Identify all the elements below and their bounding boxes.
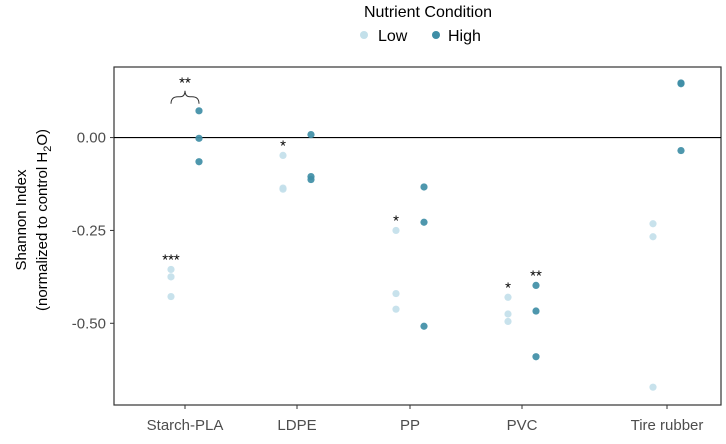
y-tick-label: -0.50 [72, 315, 106, 332]
y-tick-label: 0.00 [77, 130, 106, 147]
legend-label-low: Low [378, 28, 408, 45]
data-point-high [677, 80, 685, 88]
data-point-low [649, 220, 657, 228]
data-point-high [195, 158, 203, 166]
x-tick-label: PP [400, 417, 420, 434]
y-axis-title-line2-pre: (normalized to control H [34, 152, 51, 311]
significance-label: ** [530, 267, 542, 284]
data-point-low [392, 305, 400, 313]
legend-marker-low [360, 31, 368, 39]
x-tick-label: Tire rubber [631, 417, 704, 434]
legend-marker-high [432, 31, 440, 39]
legend-title: Nutrient Condition [364, 4, 492, 21]
data-point-high [307, 175, 315, 184]
x-tick-label: PVC [507, 417, 538, 434]
x-tick-label: Starch-PLA [147, 417, 224, 434]
data-point-low [279, 151, 287, 159]
data-point-high [532, 307, 540, 315]
data-points [167, 79, 685, 391]
y-axis-title-line2-post: O) [34, 129, 51, 146]
data-point-high [420, 218, 428, 226]
y-axis-title-subscript: 2 [42, 146, 54, 152]
y-axis-title-line2: (normalized to control H2O) [34, 129, 54, 311]
data-point-high [420, 322, 428, 330]
data-point-low [392, 289, 400, 298]
legend: Nutrient Condition Low High [360, 4, 492, 45]
legend-label-high: High [448, 28, 481, 45]
data-point-high [307, 131, 315, 139]
data-point-low [504, 293, 512, 301]
data-point-high [677, 146, 685, 155]
significance-label: ** [179, 75, 191, 92]
data-point-high [532, 353, 540, 361]
y-axis: 0.00 -0.25 -0.50 [72, 130, 114, 332]
x-tick-label: LDPE [277, 417, 316, 434]
data-point-high [195, 107, 203, 115]
significance-annotations: ********** [162, 75, 542, 297]
data-point-low [392, 226, 400, 235]
data-point-low [167, 265, 175, 274]
data-point-low [649, 233, 657, 241]
data-point-low [167, 273, 175, 281]
significance-label: *** [162, 251, 180, 268]
significance-label: * [393, 212, 399, 229]
plot-panel [113, 66, 722, 406]
significance-bracket [170, 90, 200, 104]
significance-label: * [280, 137, 286, 154]
y-axis-title: Shannon Index (normalized to control H2O… [13, 129, 54, 311]
data-point-low [167, 292, 175, 301]
data-point-low [504, 310, 512, 318]
data-point-high [420, 183, 428, 191]
x-axis: Starch-PLA LDPE PP PVC Tire rubber [147, 405, 704, 434]
data-point-high [532, 281, 540, 289]
y-tick-label: -0.25 [72, 222, 106, 239]
data-point-low [279, 185, 287, 193]
data-point-low [649, 383, 657, 391]
y-axis-title-line1: Shannon Index [13, 169, 30, 270]
significance-label: * [505, 279, 511, 296]
data-point-low [504, 317, 512, 326]
data-point-high [195, 134, 203, 142]
